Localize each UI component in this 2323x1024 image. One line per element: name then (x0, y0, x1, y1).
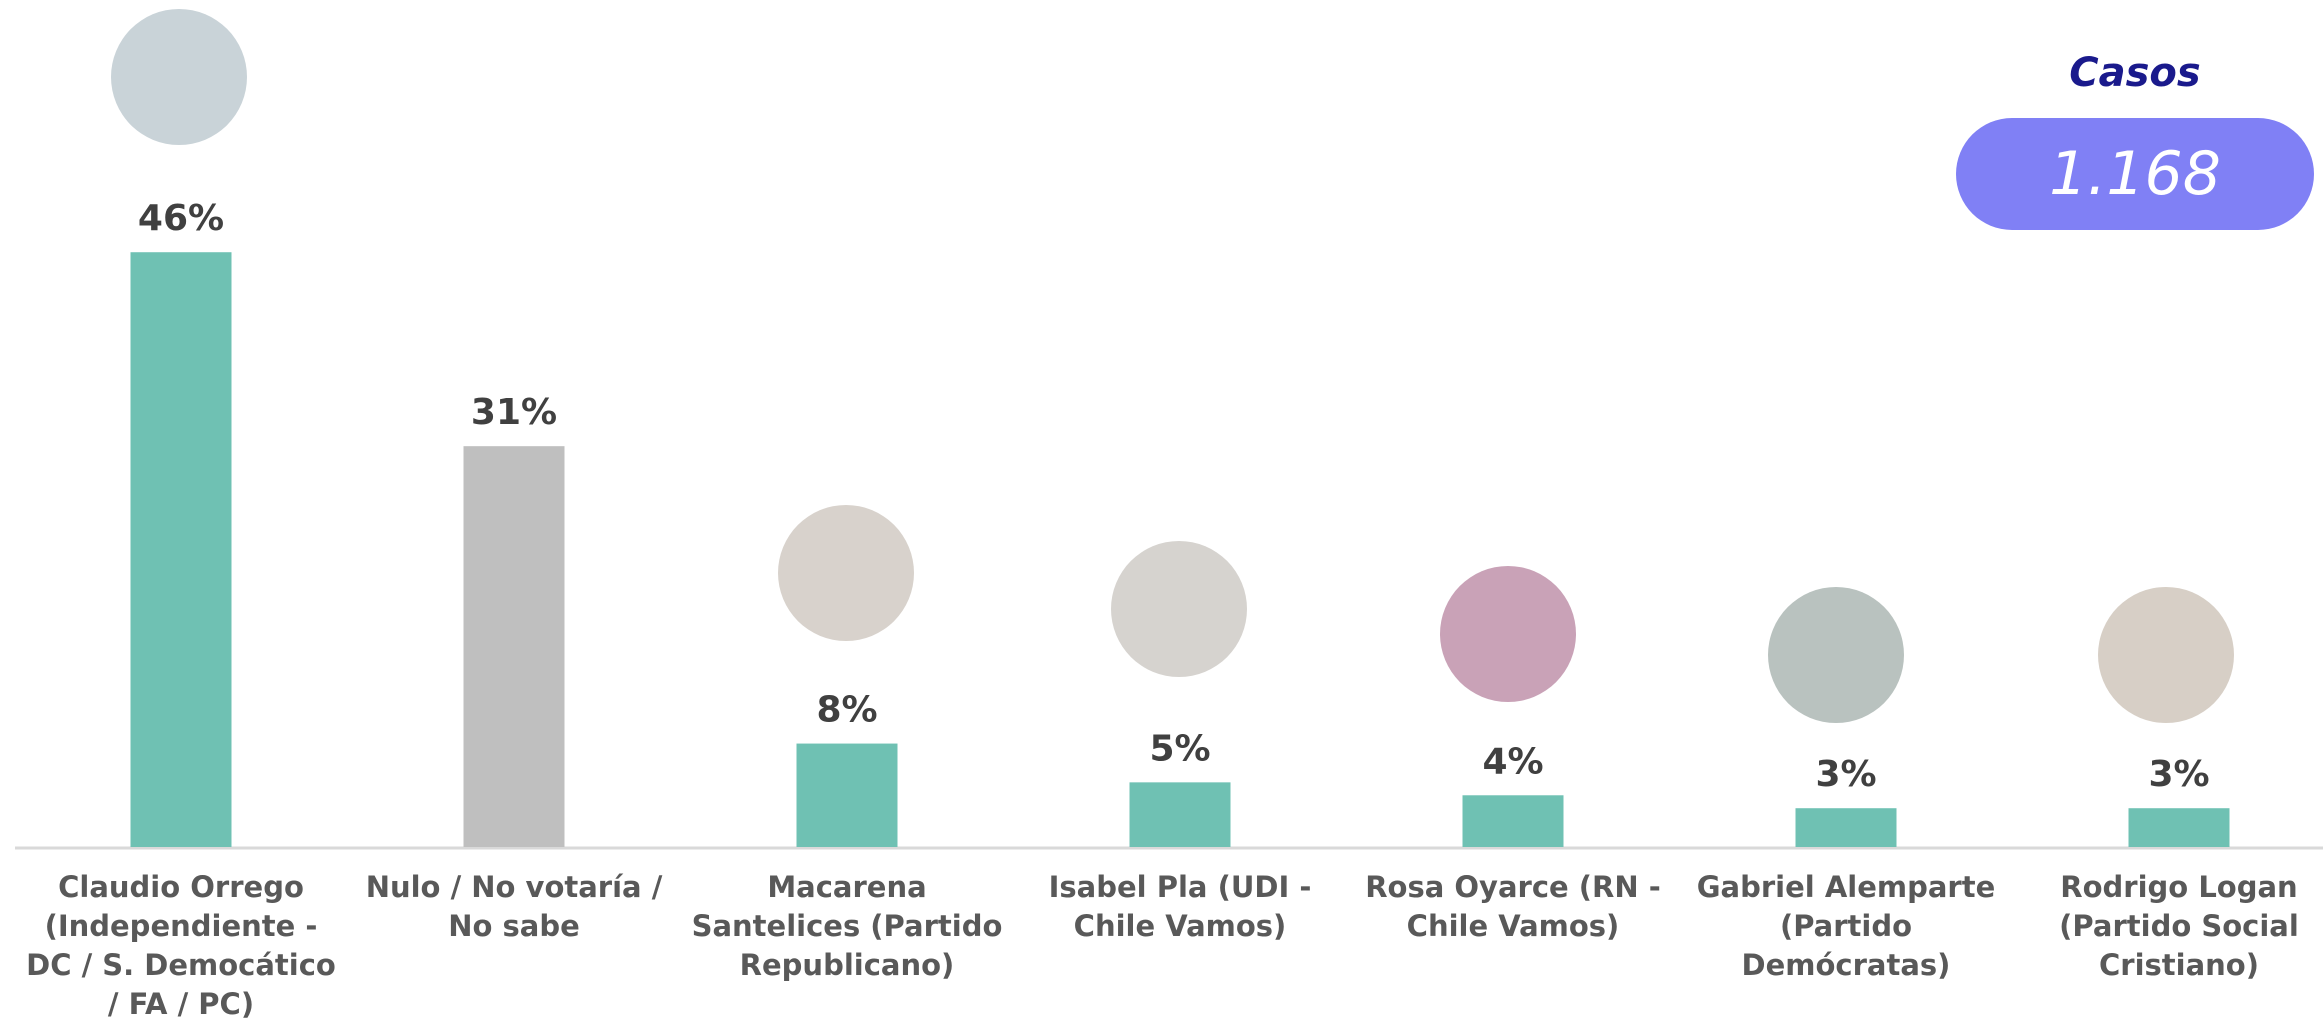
cases-value: 1.168 (2049, 139, 2221, 209)
bar (1796, 808, 1897, 847)
value-label: 46% (138, 198, 224, 239)
chart-page: 46% 31% 8% 5% 4% 3% 3% Casos 1.168 Claudio Orr… (0, 0, 2323, 1024)
cases-title: Casos (1956, 50, 2314, 96)
bar (131, 252, 232, 847)
category-label: Gabriel Alemparte (Partido Demócratas) (1686, 868, 2006, 985)
candidate-photo (111, 9, 247, 145)
value-label: 3% (2148, 754, 2209, 795)
bar (2129, 808, 2230, 847)
category-label: Macarena Santelices (Partido Republicano… (687, 868, 1007, 985)
bar (464, 446, 565, 847)
value-label: 3% (1815, 754, 1876, 795)
candidate-photo (778, 505, 914, 641)
candidate-photo (1768, 587, 1904, 723)
value-label: 4% (1482, 741, 1543, 782)
category-label: Isabel Pla (UDI - Chile Vamos) (1020, 868, 1340, 946)
bar (1130, 782, 1231, 847)
bar (797, 744, 898, 847)
bar (1463, 795, 1564, 847)
category-label: Rodrigo Logan (Partido Social Cristiano) (2019, 868, 2323, 985)
value-label: 5% (1149, 728, 1210, 769)
value-label: 31% (471, 392, 557, 433)
category-label: Nulo / No votaría / No sabe (354, 868, 674, 946)
cases-box: 1.168 (1956, 118, 2314, 230)
category-label: Rosa Oyarce (RN - Chile Vamos) (1353, 868, 1673, 946)
category-label: Claudio Orrego (Independiente - DC / S. … (21, 868, 341, 1024)
value-label: 8% (816, 690, 877, 731)
candidate-photo (1440, 566, 1576, 702)
candidate-photo (2098, 587, 2234, 723)
candidate-photo (1111, 541, 1247, 677)
